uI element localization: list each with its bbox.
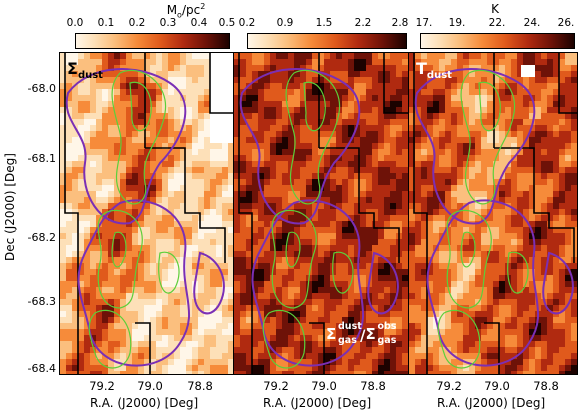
x-tick-label: 79.0 [311,379,337,393]
colorbar-2-ticks: 0.2 0.9 1.5 2.2 2.8 [239,17,409,31]
x-axis-title: R.A. (J2000) [Deg] [90,396,199,410]
colorbar-2-tick: 2.2 [354,17,372,29]
y-tick-label: -68.0 [27,82,56,95]
colorbar-1-title-sup: 2 [200,2,206,11]
dust-temperature-map [409,53,577,374]
colorbar-3-tick: 17. [415,17,433,29]
colorbar-2-tick: 2.8 [391,17,409,29]
x-tick-label: 79.2 [89,379,115,393]
x-tick-label: 79.2 [263,379,289,393]
colorbar-3-ticks: 17. 19. 22. 24. 26. [416,17,575,31]
colorbar-1-tick: 0.2 [128,17,146,29]
x-tick-label: 79.2 [436,379,462,393]
colorbar-1-tick: 0.0 [66,17,84,29]
colorbar-3-tick: 22. [488,17,506,29]
colorbar-1-tick: 0.1 [97,17,115,29]
colorbar-3-tick: 24. [523,17,541,29]
colorbar-1-tick: 0.4 [190,17,208,29]
colorbar-1-title-main: M [166,3,178,17]
colorbar-1-title-rest: /pc [181,3,201,17]
colorbar-3-tick: 19. [448,17,466,29]
colorbar-1 [75,33,230,49]
colorbar-1-title-sub: o [177,10,182,20]
panel-label-main: Σ [67,59,78,78]
panel-label-main: T [416,59,427,78]
y-tick-label: -68.3 [27,295,56,308]
colorbar-1-tick: 0.5 [218,17,236,29]
colorbar-1-title: Mo/pc2 [126,2,246,19]
colorbar-2 [247,33,407,49]
panel-label-sigma-dust: Σdust [67,59,103,81]
x-axis-title: R.A. (J2000) [Deg] [263,396,372,410]
ratio-num-sup: dust [338,321,362,332]
panel-label-t-dust: Tdust [416,59,452,81]
y-tick-label: -68.2 [27,231,56,244]
ratio-num-sub: gas [338,335,357,346]
colorbar-1-tick: 0.3 [159,17,177,29]
panel-label-sub: dust [77,70,103,82]
x-axis-title: R.A. (J2000) [Deg] [437,396,546,410]
colorbar-2-tick: 0.2 [238,17,256,29]
colorbar-3-title-main: K [491,2,499,16]
ratio-den-sub: gas [377,335,397,346]
x-tick-label: 78.8 [533,379,559,393]
colorbar-3 [420,33,575,49]
ratio-den-sup: obs [377,321,397,332]
x-tick-label: 78.8 [187,379,213,393]
colorbar-1-ticks: 0.0 0.1 0.2 0.3 0.4 0.5 [67,17,236,31]
panel-label-sub: dust [426,70,452,82]
y-tick-label: -68.1 [27,152,56,165]
colorbar-3-tick: 26. [557,17,575,29]
x-tick-label: 78.8 [360,379,386,393]
dust-surface-density-map [60,53,233,374]
gas-ratio-map [234,53,408,374]
y-axis-title: Dec (J2000) [Deg] [3,153,17,261]
map-panel-dust-temperature: Tdust [408,52,578,375]
x-tick-label: 79.0 [484,379,510,393]
x-tick-label: 79.0 [137,379,163,393]
map-panel-dust-surface-density: Σdust [59,52,234,375]
colorbar-3-title: K [480,2,510,16]
y-tick-label: -68.4 [27,362,56,375]
colorbar-2-tick: 0.9 [276,17,294,29]
colorbar-2-tick: 1.5 [315,17,333,29]
